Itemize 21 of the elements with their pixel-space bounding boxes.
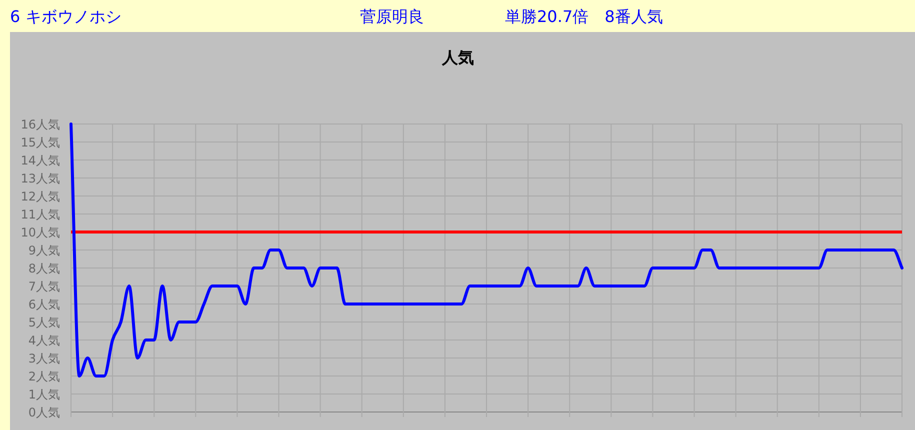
y-tick-label: 9人気 xyxy=(28,244,60,258)
y-tick-label: 8人気 xyxy=(28,262,60,276)
annotation: 単勝20.7倍 8番人気 xyxy=(505,7,663,26)
y-tick-label: 12人気 xyxy=(20,190,60,204)
annotation: 菅原明良 xyxy=(360,7,424,26)
annotation: 6 キボウノホシ xyxy=(10,7,122,26)
y-tick-label: 3人気 xyxy=(28,352,60,366)
y-tick-label: 10人気 xyxy=(20,226,60,240)
y-tick-label: 1人気 xyxy=(28,388,60,402)
y-tick-label: 16人気 xyxy=(20,118,60,132)
y-tick-label: 6人気 xyxy=(28,298,60,312)
y-tick-label: 11人気 xyxy=(20,208,60,222)
y-tick-label: 4人気 xyxy=(28,334,60,348)
y-tick-label: 7人気 xyxy=(28,280,60,294)
y-tick-label: 13人気 xyxy=(20,172,60,186)
y-tick-label: 5人気 xyxy=(28,316,60,330)
y-tick-label: 14人気 xyxy=(20,154,60,168)
chart-title: 人気 xyxy=(441,48,474,67)
y-tick-label: 0人気 xyxy=(28,406,60,420)
y-tick-label: 15人気 xyxy=(20,136,60,150)
y-tick-label: 2人気 xyxy=(28,370,60,384)
